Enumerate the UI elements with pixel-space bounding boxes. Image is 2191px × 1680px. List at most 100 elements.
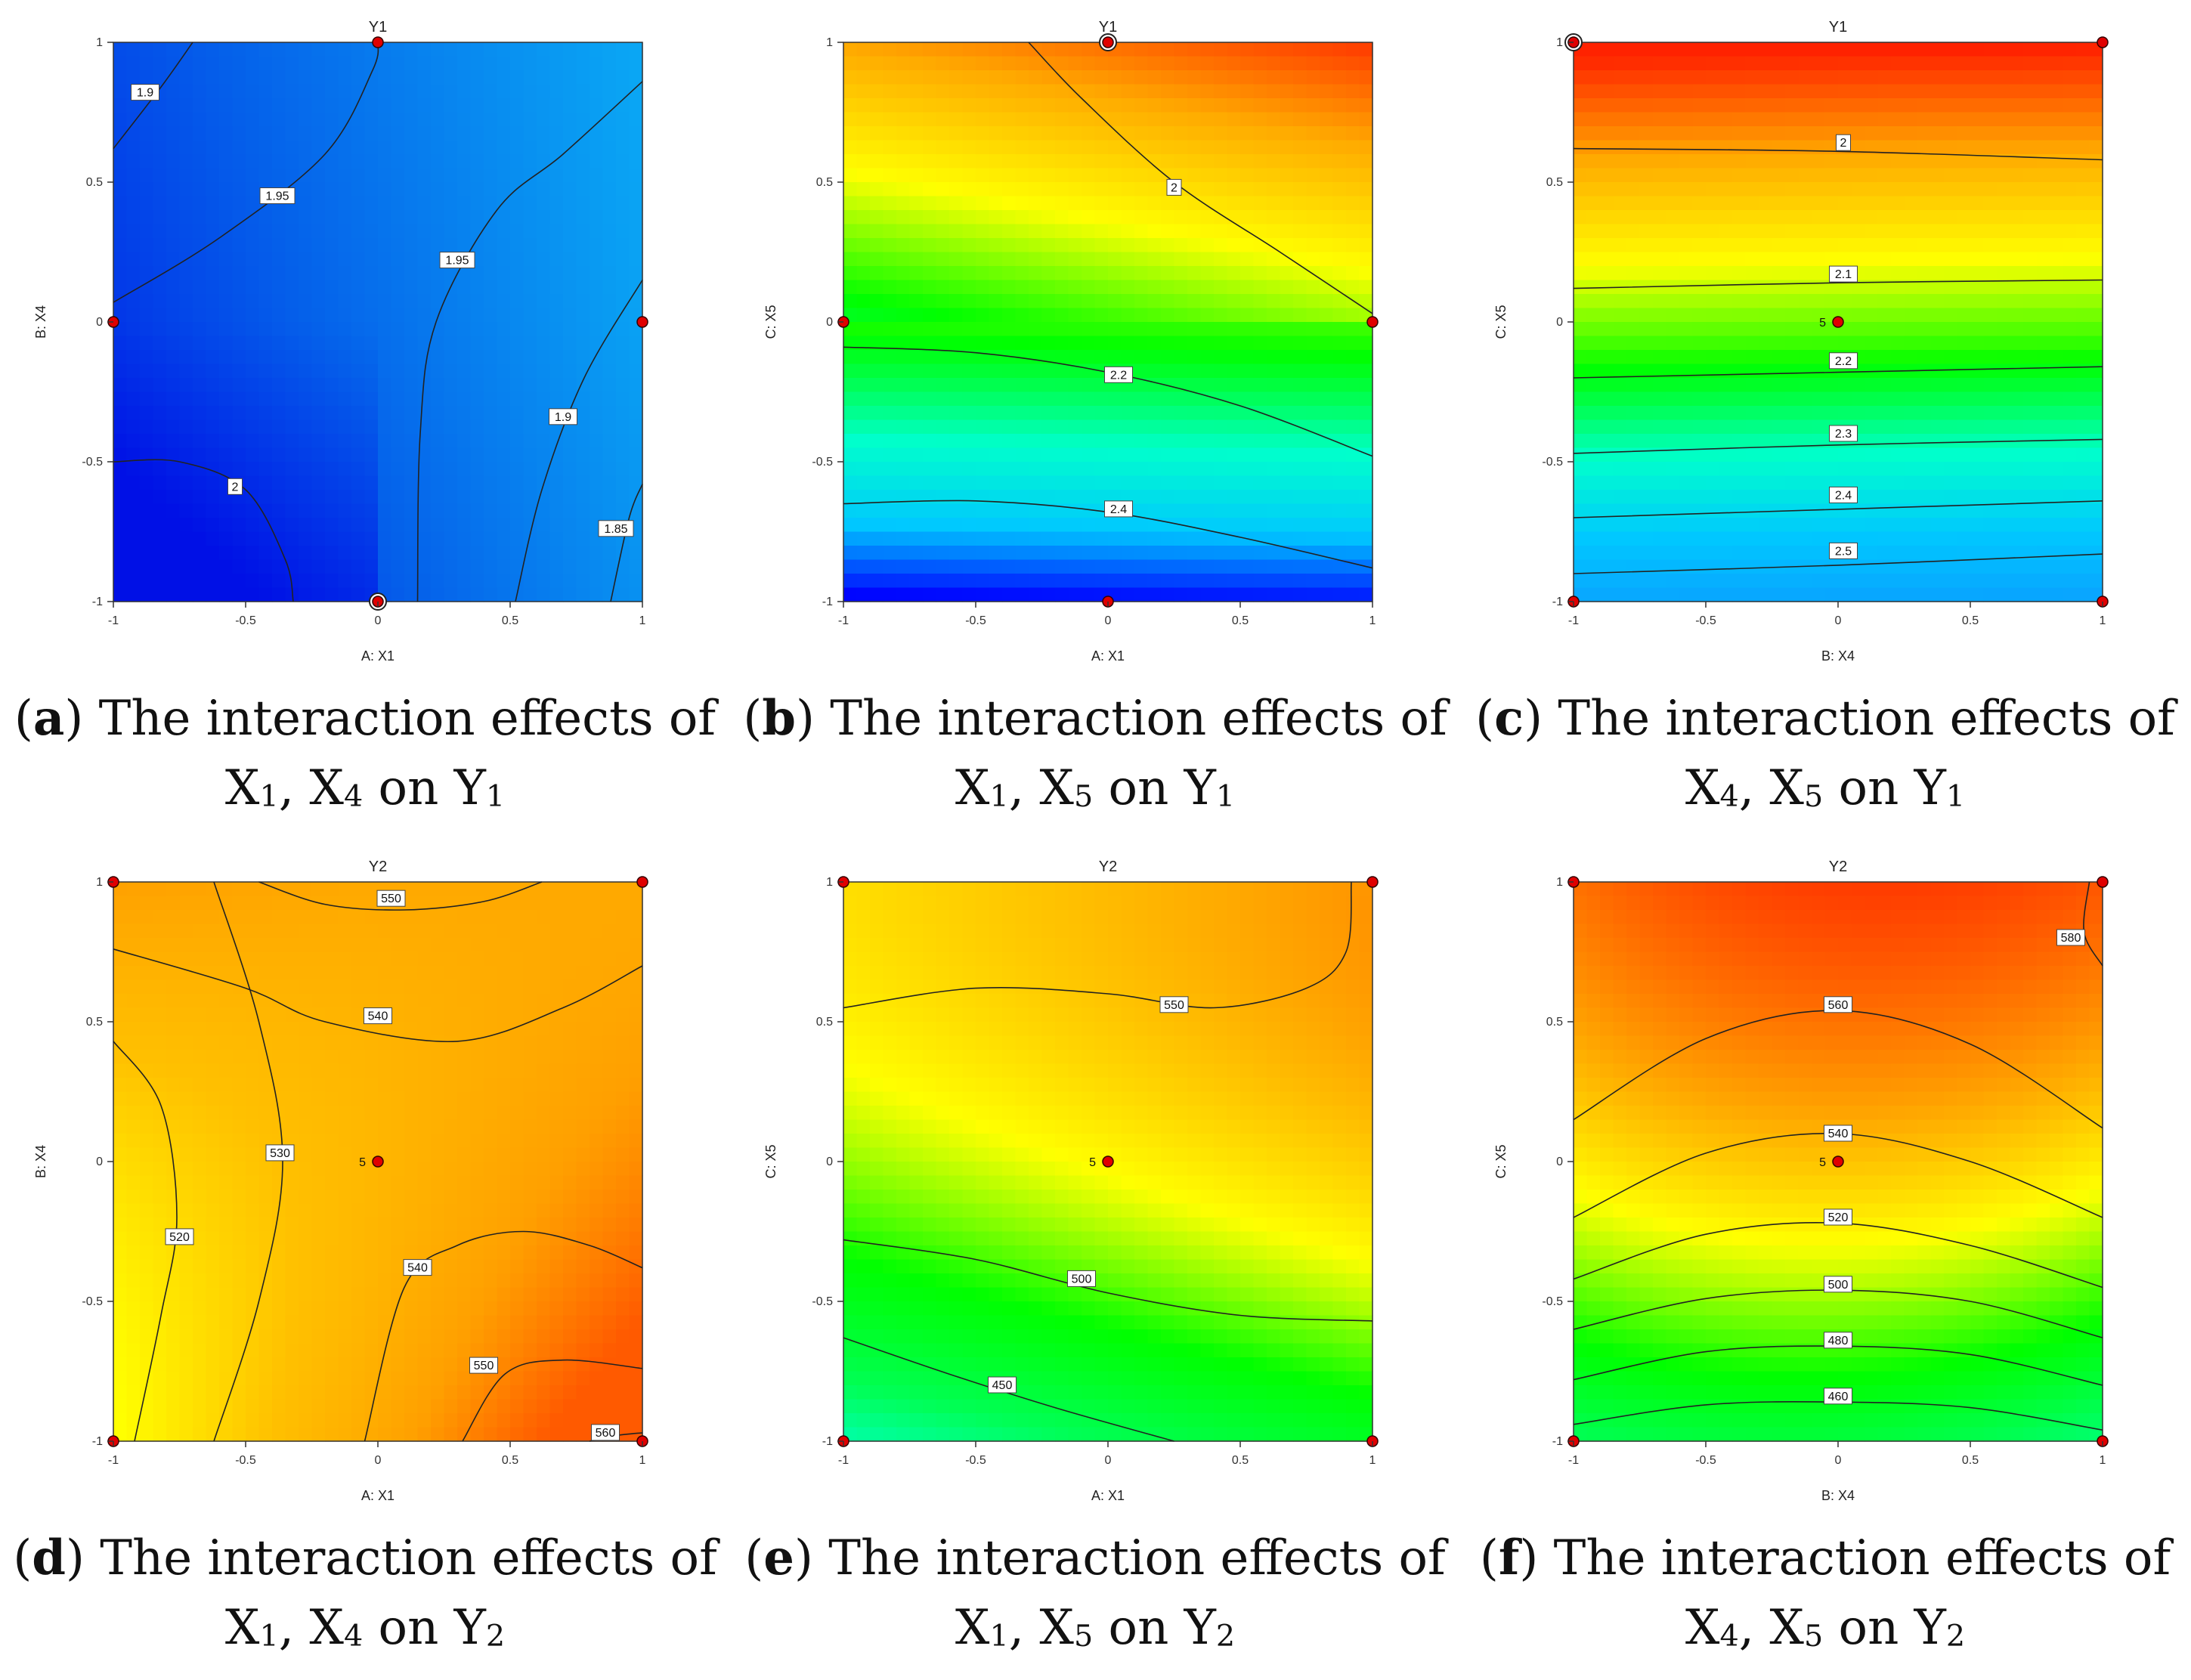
heat-cell (1108, 518, 1122, 533)
heat-cell (1187, 42, 1202, 57)
heat-cell (325, 168, 339, 183)
heat-cell (1002, 70, 1017, 85)
heat-cell (1653, 168, 1667, 183)
heat-cell (2010, 70, 2024, 85)
heat-cell (153, 574, 167, 589)
heat-cell (936, 391, 950, 407)
heat-cell (1759, 419, 1773, 435)
heat-cell (1161, 531, 1175, 546)
heat-cell (923, 518, 937, 533)
heat-cell (1280, 559, 1294, 574)
heat-cell (1600, 168, 1614, 183)
heat-cell (1214, 140, 1228, 155)
heat-cell (1957, 490, 1971, 505)
heat-cell (444, 336, 458, 351)
heat-cell (629, 84, 643, 99)
heat-cell (338, 126, 352, 141)
heat-cell (1653, 546, 1667, 561)
heat-cell (1174, 490, 1188, 505)
heat-cell (1983, 294, 1998, 309)
heat-cell (219, 294, 234, 309)
heat-cell (431, 350, 445, 365)
heat-cell (246, 391, 260, 407)
heat-cell (1798, 391, 1812, 407)
heat-cell (1944, 378, 1958, 393)
heat-cell (1332, 475, 1347, 490)
heat-cell (2023, 224, 2038, 239)
heat-cell (843, 252, 858, 267)
heat-cell (856, 462, 871, 477)
heat-cell (510, 70, 525, 85)
heat-cell (870, 574, 884, 589)
heat-cell (976, 322, 990, 337)
heat-cell (232, 447, 246, 463)
heat-cell (537, 574, 551, 589)
heat-cell (1626, 378, 1641, 393)
heat-cell (1214, 503, 1228, 518)
heat-cell (896, 378, 911, 393)
heat-cell (1267, 406, 1281, 421)
heat-cell (1041, 434, 1056, 449)
heat-cell (444, 462, 458, 477)
heat-cell (549, 280, 564, 295)
heat-cell (896, 182, 911, 197)
heat-cell (896, 84, 911, 99)
heat-cell (1320, 126, 1334, 141)
heat-cell (1041, 112, 1056, 127)
heat-cell (166, 475, 181, 490)
heat-cell (1812, 503, 1826, 518)
heat-cell (1161, 574, 1175, 589)
heat-cell (923, 126, 937, 141)
heat-cell (140, 475, 154, 490)
heat-cell (1200, 475, 1215, 490)
heat-cell (351, 182, 366, 197)
contour-label: 1.95 (439, 252, 475, 269)
heat-cell (1983, 140, 1998, 155)
heat-cell (1917, 182, 1932, 197)
heat-cell (1227, 447, 1241, 463)
heat-cell (1041, 280, 1056, 295)
heat-cell (1639, 503, 1654, 518)
heat-cell (1719, 490, 1733, 505)
heat-cell (470, 364, 484, 379)
heat-cell (1240, 587, 1255, 602)
heat-cell (166, 154, 181, 169)
heat-cell (391, 280, 405, 295)
heat-cell (1055, 391, 1069, 407)
heat-cell (1732, 140, 1747, 155)
heat-cell (1068, 406, 1082, 421)
heat-cell (311, 252, 326, 267)
heat-cell (219, 503, 234, 518)
heat-cell (364, 84, 379, 99)
heat-cell (523, 266, 537, 281)
heat-cell (1785, 280, 1800, 295)
heat-cell (285, 406, 299, 421)
heat-cell (1930, 391, 1945, 407)
heat-cell (193, 252, 207, 267)
heat-cell (417, 182, 432, 197)
heat-cell (140, 490, 154, 505)
heat-cell (1240, 391, 1255, 407)
heat-cell (1891, 574, 1905, 589)
heat-cell (2010, 462, 2024, 477)
heat-cell (870, 126, 884, 141)
heat-cell (2063, 475, 2077, 490)
heat-cell (549, 140, 564, 155)
caption-response: Y (1914, 760, 1946, 816)
heat-cell (523, 531, 537, 546)
heat-cell (962, 84, 976, 99)
heat-cell (923, 574, 937, 589)
heat-cell (140, 140, 154, 155)
heat-cell (219, 56, 234, 71)
heat-cell (1732, 224, 1747, 239)
heat-cell (1068, 546, 1082, 561)
heat-cell (949, 126, 964, 141)
heat-cell (166, 294, 181, 309)
heat-cell (1944, 112, 1958, 127)
heat-cell (299, 559, 313, 574)
heat-cell (1851, 140, 1865, 155)
heat-cell (909, 182, 924, 197)
heat-cell (523, 378, 537, 393)
heat-cell (206, 266, 220, 281)
